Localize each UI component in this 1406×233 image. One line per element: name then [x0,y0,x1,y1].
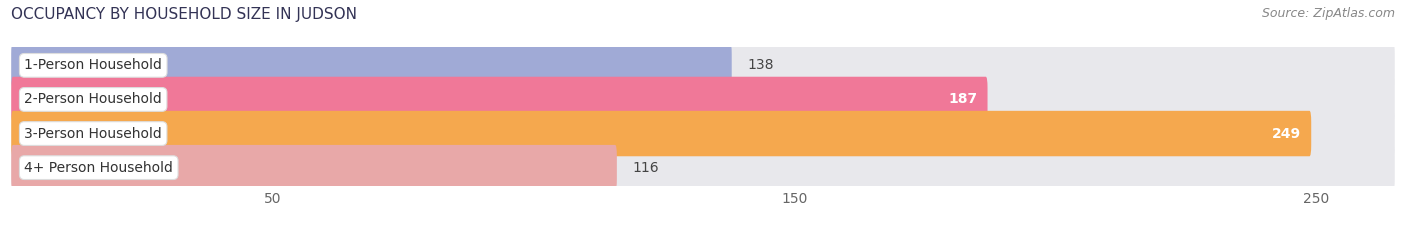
FancyBboxPatch shape [11,111,1312,156]
FancyBboxPatch shape [11,43,731,88]
FancyBboxPatch shape [11,111,1395,156]
FancyBboxPatch shape [11,145,617,190]
Text: 2-Person Household: 2-Person Household [24,93,162,106]
Text: 4+ Person Household: 4+ Person Household [24,161,173,175]
FancyBboxPatch shape [11,145,1395,190]
Text: 138: 138 [748,58,773,72]
FancyBboxPatch shape [11,77,987,122]
Text: 187: 187 [948,93,977,106]
Text: OCCUPANCY BY HOUSEHOLD SIZE IN JUDSON: OCCUPANCY BY HOUSEHOLD SIZE IN JUDSON [11,7,357,22]
FancyBboxPatch shape [11,77,1395,122]
FancyBboxPatch shape [11,43,1395,88]
Text: 116: 116 [633,161,659,175]
Text: 249: 249 [1271,127,1301,140]
Text: Source: ZipAtlas.com: Source: ZipAtlas.com [1261,7,1395,20]
Text: 1-Person Household: 1-Person Household [24,58,162,72]
Text: 3-Person Household: 3-Person Household [24,127,162,140]
